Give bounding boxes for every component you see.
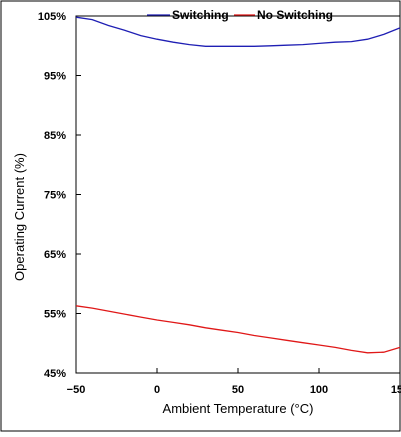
y-tick-label: 105%	[38, 11, 66, 23]
legend-entry: No Switching	[257, 8, 333, 22]
x-tick-label: 50	[232, 384, 244, 396]
x-tick-label: 0	[154, 384, 160, 396]
y-tick-label: 55%	[44, 309, 66, 321]
y-tick-label: 65%	[44, 249, 66, 261]
legend: Switching No Switching	[147, 8, 333, 22]
x-axis-ticks: −50 0 50 100 150	[67, 368, 401, 396]
series-line-switching	[75, 16, 401, 47]
y-tick-label: 75%	[44, 190, 66, 202]
x-tick-label: 100	[310, 384, 328, 396]
x-tick-label: −50	[67, 384, 86, 396]
series-layer	[75, 16, 401, 354]
y-axis-label: Operating Current (%)	[12, 153, 27, 281]
x-tick-label: 150	[391, 384, 401, 396]
series-line-no-switching	[75, 305, 401, 354]
y-tick-label: 95%	[44, 71, 66, 83]
y-tick-label: 85%	[44, 130, 66, 142]
legend-entry: Switching	[172, 8, 229, 22]
y-tick-label: 45%	[44, 368, 66, 380]
x-axis-label: Ambient Temperature (°C)	[163, 401, 314, 416]
y-axis-ticks: 105% 95% 85% 75% 65% 55% 45%	[38, 11, 81, 380]
